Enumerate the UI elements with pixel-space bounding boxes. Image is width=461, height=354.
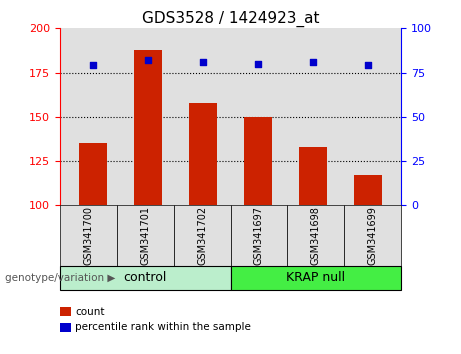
- Text: GSM341700: GSM341700: [83, 206, 94, 265]
- Text: KRAP null: KRAP null: [286, 272, 345, 284]
- Text: GSM341702: GSM341702: [197, 206, 207, 265]
- Text: control: control: [124, 272, 167, 284]
- Point: [199, 59, 207, 65]
- Bar: [134, 50, 162, 205]
- Bar: [299, 147, 327, 205]
- Point: [309, 59, 317, 65]
- Point: [364, 63, 372, 68]
- Point: [254, 61, 262, 67]
- Text: GSM341699: GSM341699: [367, 206, 378, 265]
- Text: percentile rank within the sample: percentile rank within the sample: [75, 322, 251, 332]
- Text: count: count: [75, 307, 105, 316]
- Point: [144, 57, 152, 63]
- Bar: [244, 117, 272, 205]
- Text: GSM341698: GSM341698: [311, 206, 321, 265]
- Bar: [355, 175, 382, 205]
- Bar: [79, 143, 106, 205]
- Title: GDS3528 / 1424923_at: GDS3528 / 1424923_at: [142, 11, 319, 27]
- Text: genotype/variation ▶: genotype/variation ▶: [5, 273, 115, 283]
- Point: [89, 63, 97, 68]
- Text: GSM341701: GSM341701: [140, 206, 150, 265]
- Text: GSM341697: GSM341697: [254, 206, 264, 265]
- Bar: [189, 103, 217, 205]
